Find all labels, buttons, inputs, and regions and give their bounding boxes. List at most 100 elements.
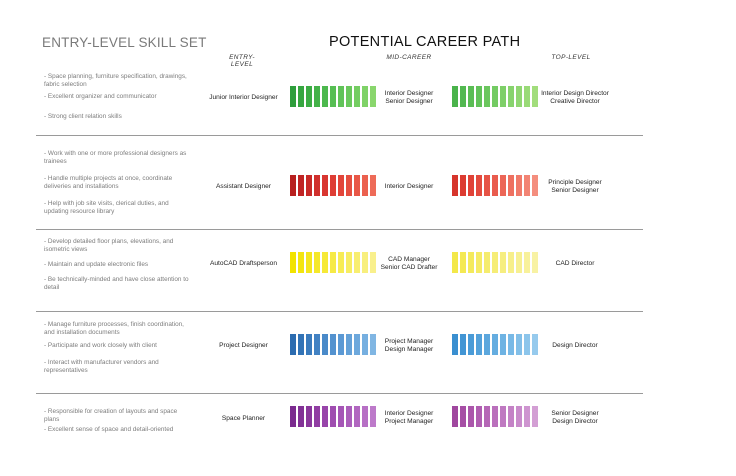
progression-bar bbox=[370, 252, 376, 273]
progression-bar bbox=[460, 406, 466, 427]
entry-role: Assistant Designer bbox=[216, 183, 271, 190]
entry-role: Junior Interior Designer bbox=[209, 94, 278, 101]
entry-to-mid-progression-bars bbox=[290, 406, 376, 427]
progression-bar bbox=[346, 175, 352, 196]
progression-bar bbox=[524, 334, 530, 355]
progression-bar bbox=[354, 334, 360, 355]
progression-bar bbox=[484, 252, 490, 273]
entry-to-mid-progression-bars bbox=[290, 252, 376, 273]
progression-bar bbox=[322, 86, 328, 107]
top-level-title: Senior Designer bbox=[551, 410, 599, 417]
progression-bar bbox=[306, 334, 312, 355]
progression-bar bbox=[354, 406, 360, 427]
progression-bar bbox=[468, 334, 474, 355]
progression-bar bbox=[500, 175, 506, 196]
entry-role: Project Designer bbox=[219, 342, 268, 349]
entry-to-mid-progression-bars bbox=[290, 86, 376, 107]
progression-bar bbox=[322, 334, 328, 355]
mid-career-title: Project Manager bbox=[384, 418, 434, 425]
progression-bar bbox=[290, 86, 296, 107]
mid-to-top-progression-bars bbox=[452, 334, 538, 355]
progression-bar bbox=[314, 334, 320, 355]
progression-bar bbox=[338, 252, 344, 273]
progression-bar bbox=[346, 334, 352, 355]
progression-bar bbox=[524, 406, 530, 427]
progression-bar bbox=[362, 175, 368, 196]
entry-role: AutoCAD Draftsperson bbox=[209, 260, 278, 267]
progression-bar bbox=[338, 175, 344, 196]
progression-bar bbox=[330, 406, 336, 427]
mid-career-title: Project Manager bbox=[384, 338, 434, 345]
progression-bar bbox=[468, 252, 474, 273]
progression-bar bbox=[290, 175, 296, 196]
progression-bar bbox=[452, 252, 458, 273]
progression-bar bbox=[290, 406, 296, 427]
row-divider bbox=[36, 229, 643, 230]
progression-bar bbox=[460, 252, 466, 273]
skill-item: - Interact with manufacturer vendors and… bbox=[44, 359, 159, 374]
mid-career-role: Project Manager Design Manager bbox=[370, 338, 448, 354]
mid-career-role: Interior Designer Senior Designer bbox=[370, 90, 448, 106]
progression-bar bbox=[468, 86, 474, 107]
progression-bar bbox=[492, 252, 498, 273]
mid-to-top-progression-bars bbox=[452, 86, 538, 107]
top-level-title: CAD Director bbox=[555, 260, 595, 267]
column-header-mid-career: MID-CAREER bbox=[386, 54, 432, 61]
progression-bar bbox=[516, 334, 522, 355]
progression-bar bbox=[370, 175, 376, 196]
top-level-title: Interior Design Director bbox=[541, 90, 609, 97]
top-level-title: Design Director bbox=[552, 418, 598, 425]
mid-career-title: Senior Designer bbox=[385, 98, 433, 105]
progression-bar bbox=[508, 334, 514, 355]
row-divider bbox=[36, 393, 643, 394]
progression-bar bbox=[476, 334, 482, 355]
progression-bar bbox=[338, 86, 344, 107]
progression-bar bbox=[500, 86, 506, 107]
top-level-role: Principle Designer Senior Designer bbox=[530, 179, 620, 195]
progression-bar bbox=[452, 406, 458, 427]
mid-career-role: Interior Designer Project Manager bbox=[370, 410, 448, 426]
progression-bar bbox=[452, 334, 458, 355]
progression-bar bbox=[476, 86, 482, 107]
progression-bar bbox=[354, 175, 360, 196]
progression-bar bbox=[338, 406, 344, 427]
mid-career-title: Interior Designer bbox=[384, 410, 434, 417]
progression-bar bbox=[322, 252, 328, 273]
skill-item: - Manage furniture processes, finish coo… bbox=[44, 321, 184, 336]
mid-career-title: Design Manager bbox=[384, 346, 434, 353]
progression-bar bbox=[532, 406, 538, 427]
mid-career-title: Interior Designer bbox=[384, 90, 434, 97]
progression-bar bbox=[524, 252, 530, 273]
progression-bar bbox=[338, 334, 344, 355]
progression-bar bbox=[314, 86, 320, 107]
mid-to-top-progression-bars bbox=[452, 175, 538, 196]
progression-bar bbox=[516, 406, 522, 427]
progression-bar bbox=[370, 86, 376, 107]
progression-bar bbox=[298, 406, 304, 427]
progression-bar bbox=[330, 175, 336, 196]
progression-bar bbox=[524, 86, 530, 107]
progression-bar bbox=[468, 175, 474, 196]
skill-item: - Strong client relation skills bbox=[44, 113, 122, 120]
progression-bar bbox=[330, 334, 336, 355]
mid-to-top-progression-bars bbox=[452, 406, 538, 427]
progression-bar bbox=[290, 334, 296, 355]
row-divider bbox=[36, 311, 643, 312]
progression-bar bbox=[330, 252, 336, 273]
progression-bar bbox=[508, 175, 514, 196]
skill-item: - Develop detailed floor plans, elevatio… bbox=[44, 238, 174, 253]
skill-item: - Help with job site visits, clerical du… bbox=[44, 200, 169, 215]
skill-item: - Handle multiple projects at once, coor… bbox=[44, 175, 173, 190]
top-level-title: Creative Director bbox=[550, 98, 600, 105]
progression-bar bbox=[362, 86, 368, 107]
mid-career-title: CAD Manager bbox=[388, 256, 430, 263]
progression-bar bbox=[500, 406, 506, 427]
progression-bar bbox=[298, 175, 304, 196]
progression-bar bbox=[306, 406, 312, 427]
progression-bar bbox=[500, 334, 506, 355]
skill-item: - Responsible for creation of layouts an… bbox=[44, 408, 178, 423]
progression-bar bbox=[314, 252, 320, 273]
progression-bar bbox=[508, 86, 514, 107]
progression-bar bbox=[532, 86, 538, 107]
progression-bar bbox=[484, 175, 490, 196]
